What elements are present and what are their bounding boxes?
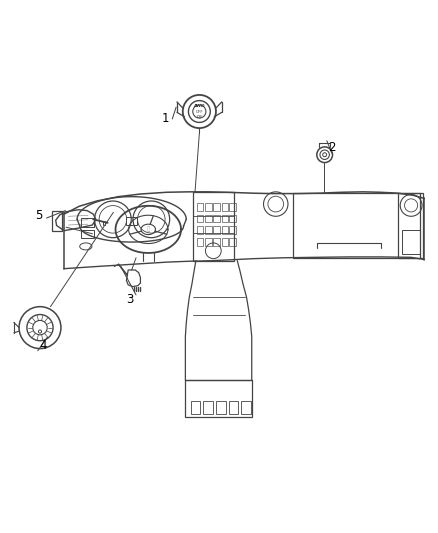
Bar: [229, 401, 238, 414]
Bar: [229, 227, 236, 234]
Bar: [213, 227, 220, 234]
Text: 2: 2: [328, 141, 336, 154]
Bar: [205, 215, 212, 222]
Bar: [213, 203, 220, 211]
Text: DIF: DIF: [196, 115, 202, 119]
Bar: [191, 401, 200, 414]
Bar: [241, 401, 251, 414]
Bar: [203, 401, 213, 414]
Text: 5: 5: [35, 209, 42, 222]
Bar: [222, 227, 228, 234]
Bar: [222, 238, 228, 246]
Text: 🔰: 🔰: [147, 227, 150, 232]
Bar: [197, 203, 203, 211]
Bar: [293, 193, 420, 258]
Bar: [205, 238, 212, 246]
Bar: [229, 238, 236, 246]
Bar: [197, 227, 203, 234]
Bar: [213, 215, 220, 222]
Bar: [205, 203, 212, 211]
Text: 4: 4: [39, 340, 47, 352]
Text: 3: 3: [126, 293, 133, 306]
Bar: [197, 215, 203, 222]
Bar: [229, 203, 236, 211]
Bar: [222, 215, 228, 222]
Text: 1: 1: [162, 112, 170, 125]
Bar: [185, 380, 252, 417]
Bar: [52, 212, 62, 231]
Text: OFF: OFF: [195, 110, 203, 114]
Bar: [398, 193, 424, 258]
Bar: [81, 219, 94, 227]
Bar: [216, 401, 226, 414]
Text: AWD: AWD: [194, 104, 205, 108]
Bar: [402, 230, 420, 254]
Bar: [81, 230, 94, 238]
Bar: [127, 217, 138, 225]
Bar: [222, 203, 228, 211]
Bar: [213, 238, 220, 246]
Bar: [193, 192, 234, 261]
Bar: [229, 215, 236, 222]
Bar: [197, 238, 203, 246]
Bar: [205, 227, 212, 234]
